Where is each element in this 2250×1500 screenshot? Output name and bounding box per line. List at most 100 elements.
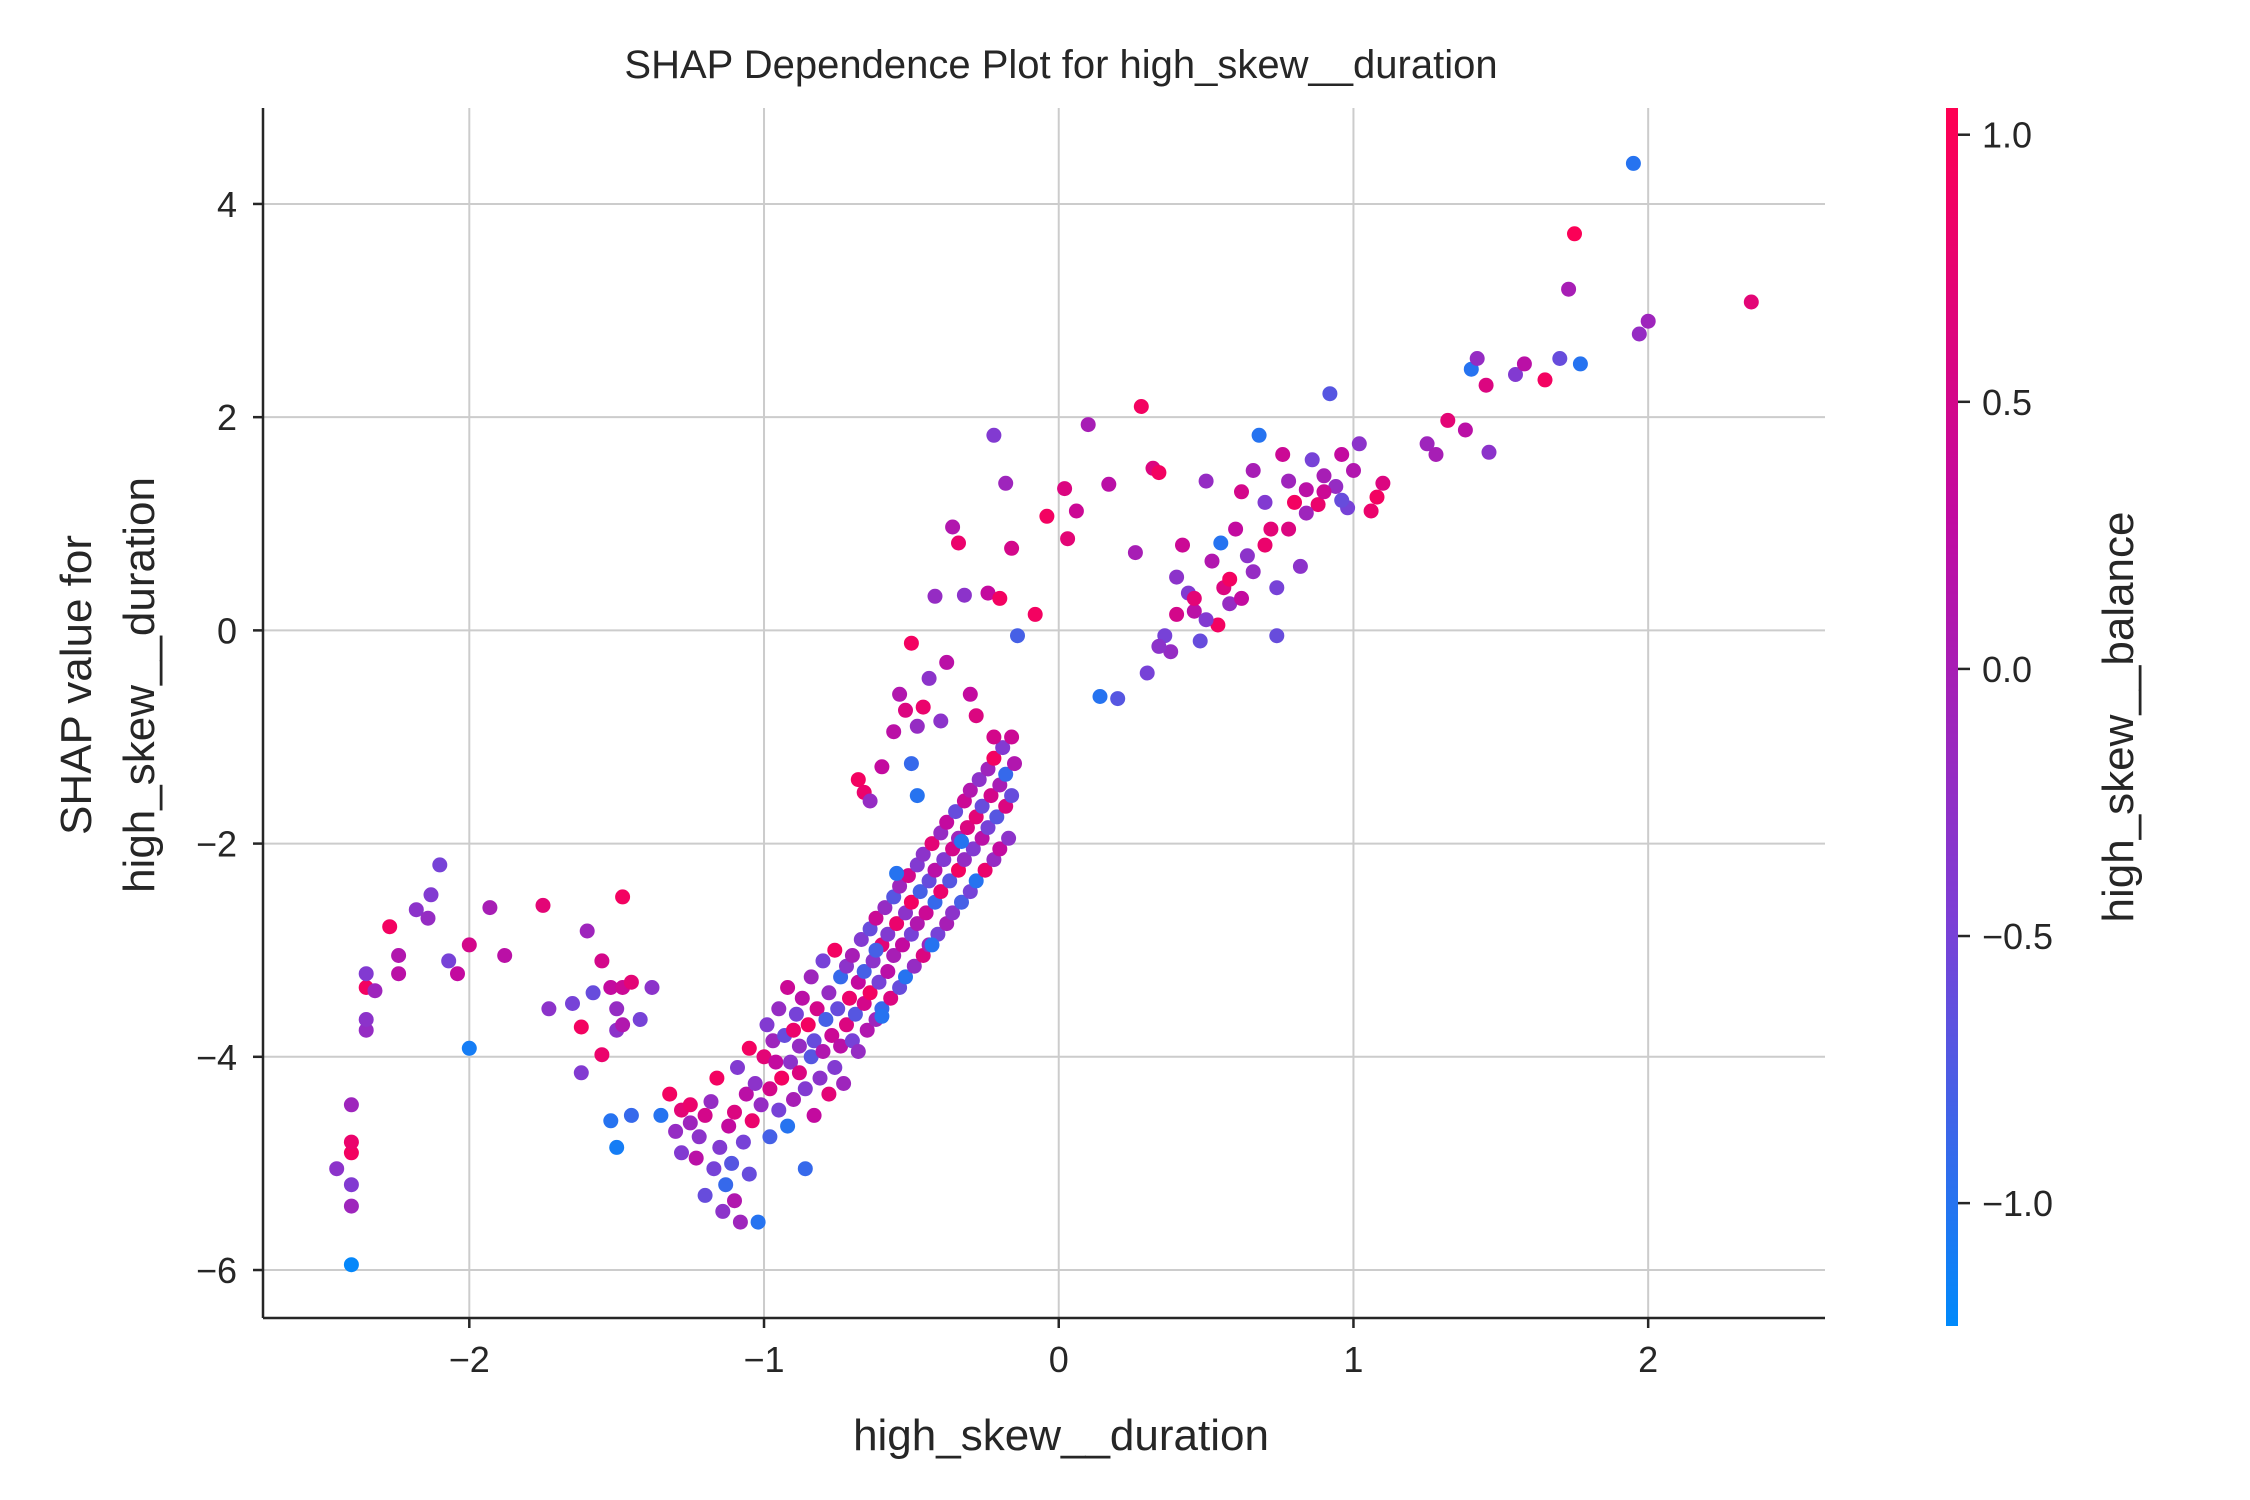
- data-point: [1251, 427, 1267, 443]
- colorbar-title: high_skew__balance: [2094, 512, 2143, 923]
- data-point: [1625, 155, 1641, 171]
- data-point: [674, 1145, 689, 1161]
- data-point: [609, 1001, 625, 1017]
- data-point: [727, 1193, 742, 1209]
- data-point: [759, 1017, 775, 1033]
- data-point: [1298, 505, 1314, 521]
- data-point: [812, 1070, 828, 1086]
- data-point: [889, 865, 905, 881]
- data-point: [818, 1012, 834, 1027]
- data-point: [691, 1129, 707, 1145]
- data-point: [730, 1060, 745, 1075]
- data-point: [1133, 399, 1149, 414]
- data-point: [883, 990, 899, 1006]
- data-point: [709, 1070, 725, 1086]
- data-point: [1334, 492, 1350, 508]
- data-point: [1292, 558, 1308, 574]
- axes: [261, 108, 1825, 1320]
- data-point: [329, 1161, 345, 1177]
- data-point: [603, 1113, 619, 1129]
- data-point: [771, 1001, 787, 1017]
- data-point: [939, 814, 955, 830]
- data-point: [915, 699, 931, 715]
- data-point: [927, 588, 943, 604]
- data-point: [1631, 326, 1647, 342]
- data-point: [797, 1081, 813, 1097]
- data-point: [738, 1086, 754, 1102]
- data-point: [956, 587, 972, 603]
- data-point: [786, 1092, 801, 1107]
- data-point: [780, 980, 796, 995]
- data-point: [803, 1049, 819, 1065]
- data-point: [1328, 479, 1344, 494]
- data-point: [609, 1139, 625, 1155]
- data-point: [1198, 612, 1214, 628]
- data-point: [482, 900, 498, 916]
- data-point: [358, 966, 374, 982]
- data-point: [1007, 756, 1022, 772]
- data-point: [573, 1065, 589, 1081]
- data-point: [1239, 548, 1255, 564]
- data-point: [682, 1115, 698, 1131]
- data-point: [1316, 484, 1332, 500]
- data-point: [880, 964, 896, 979]
- data-point: [909, 788, 925, 804]
- y-axis-title-line-2: high_skew__duration: [115, 477, 164, 893]
- data-point: [727, 1104, 742, 1120]
- data-point: [880, 926, 896, 942]
- data-point: [724, 1155, 740, 1171]
- data-point: [892, 878, 908, 894]
- data-point: [1204, 553, 1220, 569]
- data-point: [889, 916, 905, 932]
- data-point: [594, 953, 610, 969]
- data-point: [815, 1044, 831, 1059]
- data-point: [824, 1028, 840, 1043]
- data-point: [965, 841, 981, 857]
- data-point: [1234, 484, 1249, 500]
- data-point: [927, 862, 943, 878]
- data-point: [1419, 436, 1435, 452]
- data-point: [1163, 644, 1179, 660]
- data-point: [461, 1040, 477, 1056]
- data-point: [771, 1102, 787, 1118]
- data-point: [1310, 497, 1326, 513]
- data-point: [862, 793, 878, 809]
- data-point: [954, 894, 969, 910]
- data-point: [1169, 606, 1185, 622]
- data-point: [1561, 281, 1577, 297]
- data-point: [1060, 531, 1076, 547]
- data-point: [741, 1040, 757, 1056]
- data-point: [1275, 447, 1291, 462]
- colorbar-tick-label: −1.0: [1982, 1183, 2053, 1224]
- data-point: [868, 942, 884, 958]
- data-point: [821, 1086, 837, 1102]
- data-point: [871, 974, 887, 990]
- data-point: [936, 852, 952, 868]
- data-point: [933, 713, 949, 729]
- data-point: [992, 590, 1008, 606]
- data-point: [1552, 351, 1568, 366]
- y-tick-label: −4: [196, 1037, 237, 1078]
- data-point: [980, 585, 996, 601]
- data-point: [682, 1097, 698, 1113]
- data-point: [1257, 494, 1273, 510]
- data-point: [806, 1107, 822, 1123]
- data-points: [329, 155, 1759, 1273]
- data-point: [1001, 830, 1017, 846]
- data-point: [797, 1161, 813, 1177]
- data-point: [1346, 463, 1361, 478]
- data-point: [343, 1257, 359, 1273]
- data-point: [450, 966, 465, 982]
- data-point: [1369, 489, 1385, 505]
- data-point: [1234, 590, 1249, 606]
- data-point: [1192, 633, 1208, 649]
- x-tick-label: 1: [1343, 1339, 1363, 1380]
- data-point: [615, 889, 631, 905]
- data-point: [391, 948, 407, 963]
- data-point: [874, 759, 890, 775]
- data-point: [921, 670, 937, 686]
- y-tick-label: −2: [196, 824, 237, 865]
- data-point: [732, 1214, 748, 1230]
- data-point: [1198, 473, 1214, 489]
- x-tick-label: −1: [743, 1339, 784, 1380]
